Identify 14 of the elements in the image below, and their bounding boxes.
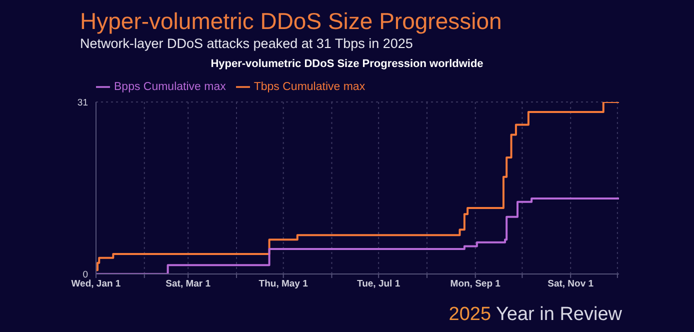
- y-tick-label: 0: [82, 269, 88, 280]
- chart-title: Hyper-volumetric DDoS Size Progression: [80, 8, 502, 35]
- chart-subtitle: Network-layer DDoS attacks peaked at 31 Tbps in 2025: [80, 36, 413, 51]
- x-tick-label: Wed, Jan 1: [71, 278, 122, 290]
- y-tick-label: 31: [77, 97, 88, 108]
- text: Hyper-volumetric DDoS Size Progression worldwide: [210, 58, 484, 70]
- x-tick-label: Tue, Jul 1: [357, 278, 401, 290]
- x-tick-label: Thu, May 1: [258, 278, 309, 290]
- x-tick-label: Sat, Nov 1: [548, 278, 594, 290]
- x-tick-label: Mon, Sep 1: [450, 278, 502, 290]
- legend-label: Tbps Cumulative max: [254, 81, 366, 94]
- legend-label: Bpps Cumulative max: [114, 81, 226, 94]
- x-tick-label: Sat, Mar 1: [166, 278, 212, 290]
- text: 2025 Year in Review: [448, 304, 622, 326]
